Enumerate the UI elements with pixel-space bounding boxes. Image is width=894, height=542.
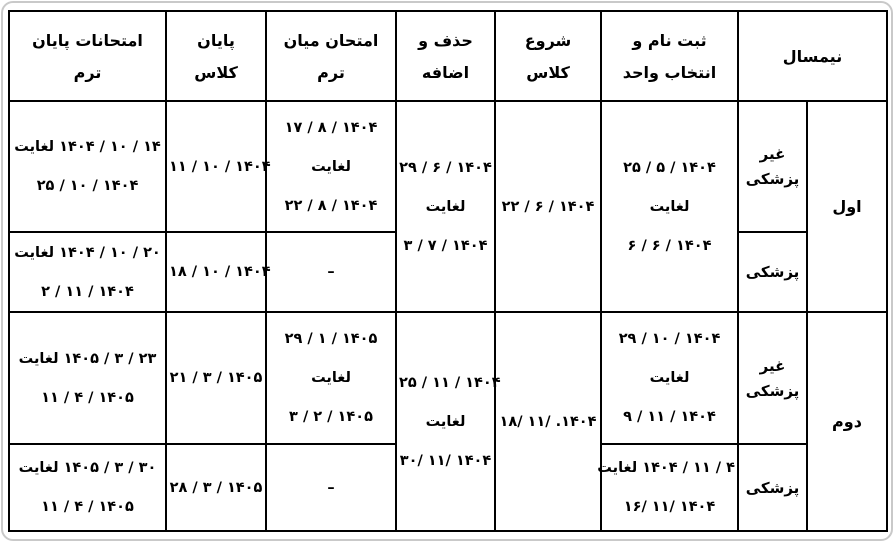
- date-line: ۱۴ / ۱۰ / ۱۴۰۴ لغایت: [14, 139, 161, 155]
- header-add-drop: حذف و اضافه: [395, 10, 496, 102]
- header-label: امتحانات پایان: [32, 30, 143, 50]
- cell-group-sem1-medical: پزشکی: [737, 231, 808, 313]
- group-label: پزشکی: [745, 170, 800, 188]
- date-line: ۲۰ / ۱۰ / ۱۴۰۴ لغایت: [14, 244, 161, 261]
- cell-class-start-sem1: ۲۲ / ۶ / ۱۴۰۴: [494, 100, 602, 313]
- cell-midterm-sem2-nonmedical: ۲۹ / ۱ / ۱۴۰۵ لغایت ۳ / ۲ / ۱۴۰۵: [265, 311, 397, 445]
- header-label: نیمسال: [782, 46, 843, 66]
- cell-class-end-sem2-nonmedical: ۲۱ / ۳ / ۱۴۰۵: [165, 311, 267, 445]
- header-class-start: شروع کلاس: [494, 10, 602, 102]
- cell-group-sem1-nonmedical: غیر پزشکی: [737, 100, 808, 233]
- header-registration: ثبت نام و انتخاب واحد: [600, 10, 739, 102]
- date-line: ۱۶/ ۱۱/ ۱۴۰۴: [623, 499, 716, 515]
- cell-class-end-sem2-medical: ۲۸ / ۳ / ۱۴۰۵: [165, 443, 267, 532]
- date-line: ۳ / ۷ / ۱۴۰۴: [403, 237, 488, 254]
- date-line: ۱۱ / ۴ / ۱۴۰۵: [41, 499, 134, 515]
- header-label: کلاس: [194, 62, 238, 82]
- date-line: ۲۲ / ۸ / ۱۴۰۴: [284, 197, 378, 214]
- until-label: لغایت: [311, 370, 351, 386]
- date-line: ۱۸/ ۱۱/ .۱۴۰۴: [499, 413, 597, 430]
- date-line: ۶ / ۶ / ۱۴۰۴: [627, 237, 712, 254]
- date-line: ۳۰ / ۳ / ۱۴۰۵ لغایت: [18, 460, 157, 476]
- header-label: اضافه: [421, 62, 470, 82]
- until-label: لغایت: [649, 370, 690, 386]
- header-semester: نیمسال: [737, 10, 888, 102]
- header-label: شروع: [524, 30, 572, 50]
- group-label: غیر: [759, 356, 786, 375]
- header-label: ترم: [73, 62, 102, 82]
- cell-semester-first: اول: [806, 100, 888, 313]
- cell-class-end-sem1-medical: ۱۸ / ۱۰ / ۱۴۰۴: [165, 231, 271, 313]
- group-label: پزشکی: [745, 263, 800, 281]
- date-line: ۲۸ / ۳ / ۱۴۰۵: [169, 479, 263, 496]
- date-line: ۲۹ / ۱۰ / ۱۴۰۴: [618, 331, 721, 347]
- header-label: امتحان میان: [283, 30, 379, 50]
- row-sem2-medical: پزشکی ۴ / ۱۱ / ۱۴۰۴ لغایت ۱۶/ ۱۱/ ۱۴۰۴ –…: [8, 443, 887, 532]
- cell-registration-sem2-medical: ۴ / ۱۱ / ۱۴۰۴ لغایت ۱۶/ ۱۱/ ۱۴۰۴: [597, 443, 739, 532]
- header-label: ثبت نام و: [632, 30, 707, 50]
- cell-registration-sem1: ۲۵ / ۵ / ۱۴۰۴ لغایت ۶ / ۶ / ۱۴۰۴: [600, 100, 739, 313]
- cell-midterm-sem1-medical: –: [265, 231, 397, 313]
- header-label: کلاس: [526, 62, 570, 82]
- dash: –: [327, 264, 335, 280]
- date-line: ۱۷ / ۸ / ۱۴۰۴: [284, 119, 378, 136]
- cell-midterm-sem1-nonmedical: ۱۷ / ۸ / ۱۴۰۴ لغایت ۲۲ / ۸ / ۱۴۰۴: [265, 100, 397, 233]
- header-label: پایان: [197, 30, 235, 50]
- row-sem1-medical: پزشکی – ۱۸ / ۱۰ / ۱۴۰۴ ۲۰ / ۱۰ / ۱۴۰۴ لغ…: [8, 231, 887, 313]
- cell-add-drop-sem1: ۲۹ / ۶ / ۱۴۰۴ لغایت ۳ / ۷ / ۱۴۰۴: [395, 100, 496, 313]
- cell-semester-second: دوم: [806, 311, 888, 532]
- semester-label: اول: [832, 197, 862, 216]
- header-class-end: پایان کلاس: [165, 10, 267, 102]
- date-line: ۲۲ / ۶ / ۱۴۰۴: [501, 198, 595, 215]
- header-label: حذف و: [418, 30, 473, 50]
- row-sem2-nonmedical: دوم غیر پزشکی ۲۹ / ۱۰ / ۱۴۰۴ لغایت ۹ / ۱…: [8, 311, 888, 532]
- cell-final-exams-sem1-medical: ۲۰ / ۱۰ / ۱۴۰۴ لغایت ۲ / ۱۱ / ۱۴۰۴: [8, 231, 167, 313]
- date-line: ۳ / ۲ / ۱۴۰۵: [289, 409, 373, 425]
- header-label: ترم: [317, 62, 345, 82]
- date-line: ۱۸ / ۱۰ / ۱۴۰۴: [169, 264, 271, 280]
- cell-registration-sem2-nonmedical: ۲۹ / ۱۰ / ۱۴۰۴ لغایت ۹ / ۱۱ / ۱۴۰۴: [600, 311, 739, 445]
- academic-calendar-table: نیمسال ثبت نام و انتخاب واحد شروع کلاس ح…: [8, 10, 888, 532]
- cell-add-drop-sem2: ۲۵ / ۱۱ / ۱۴۰۴ لغایت ۳۰/ ۱۱/ ۱۴۰۴: [395, 311, 501, 532]
- header-row: نیمسال ثبت نام و انتخاب واحد شروع کلاس ح…: [8, 10, 888, 102]
- cell-group-sem2-medical: پزشکی: [737, 443, 808, 532]
- cell-group-sem2-nonmedical: غیر پزشکی: [737, 311, 808, 445]
- date-line: ۲۵ / ۱۱ / ۱۴۰۴: [399, 374, 501, 391]
- row-sem1-nonmedical: اول غیر پزشکی ۲۵ / ۵ / ۱۴۰۴ لغایت ۶ / ۶ …: [8, 100, 888, 313]
- cell-class-end-sem1-nonmedical: ۱۱ / ۱۰ / ۱۴۰۴: [165, 100, 271, 233]
- date-line: ۲۵ / ۵ / ۱۴۰۴: [623, 159, 716, 176]
- header-final-exams: امتحانات پایان ترم: [8, 10, 167, 102]
- date-line: ۱۱ / ۴ / ۱۴۰۵: [41, 389, 134, 406]
- date-line: ۱۱ / ۱۰ / ۱۴۰۴: [169, 158, 271, 175]
- dash: –: [327, 479, 335, 496]
- cell-final-exams-sem2-nonmedical: ۲۳ / ۳ / ۱۴۰۵ لغایت ۱۱ / ۴ / ۱۴۰۵: [8, 311, 167, 445]
- header-label: انتخاب واحد: [622, 62, 717, 82]
- date-line: ۹ / ۱۱ / ۱۴۰۴: [623, 409, 716, 425]
- date-line: ۲۹ / ۱ / ۱۴۰۵: [284, 331, 378, 347]
- date-line: ۲۳ / ۳ / ۱۴۰۵ لغایت: [18, 350, 157, 367]
- date-line: ۲۵ / ۱۰ / ۱۴۰۴: [36, 178, 139, 194]
- until-label: لغایت: [311, 158, 351, 175]
- date-line: ۲۱ / ۳ / ۱۴۰۵: [169, 370, 263, 386]
- semester-label: دوم: [832, 412, 862, 431]
- group-label: غیر: [759, 145, 786, 163]
- date-line: ۳۰/ ۱۱/ ۱۴۰۴: [399, 452, 492, 469]
- until-label: لغایت: [425, 413, 466, 430]
- cell-final-exams-sem2-medical: ۳۰ / ۳ / ۱۴۰۵ لغایت ۱۱ / ۴ / ۱۴۰۵: [8, 443, 167, 532]
- until-label: لغایت: [425, 198, 466, 215]
- group-label: پزشکی: [745, 381, 800, 400]
- date-line: ۴ / ۱۱ / ۱۴۰۴ لغایت: [597, 460, 735, 476]
- date-line: ۲ / ۱۱ / ۱۴۰۴: [41, 283, 134, 300]
- group-label: پزشکی: [745, 478, 800, 497]
- cell-midterm-sem2-medical: –: [265, 443, 397, 532]
- cell-class-start-sem2: ۱۸/ ۱۱/ .۱۴۰۴: [494, 311, 602, 532]
- date-line: ۲۹ / ۶ / ۱۴۰۴: [399, 159, 492, 176]
- header-midterm: امتحان میان ترم: [265, 10, 397, 102]
- until-label: لغایت: [649, 198, 690, 215]
- cell-final-exams-sem1-nonmedical: ۱۴ / ۱۰ / ۱۴۰۴ لغایت ۲۵ / ۱۰ / ۱۴۰۴: [8, 100, 167, 233]
